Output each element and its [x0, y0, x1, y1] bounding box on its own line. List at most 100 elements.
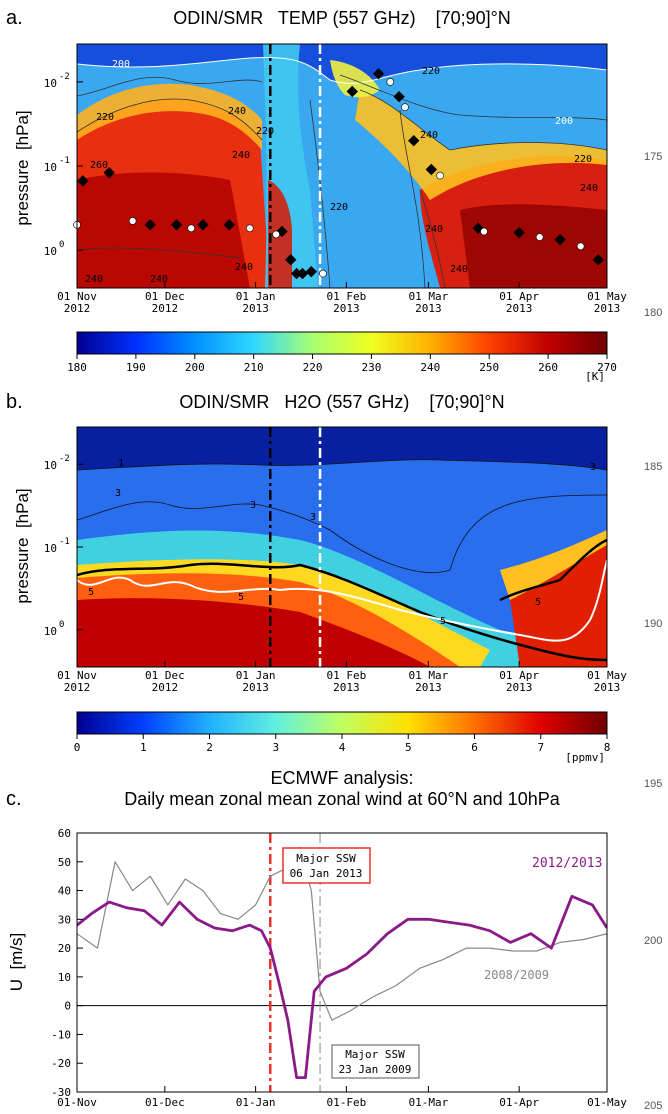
- colorbar-tick-label: 6: [471, 741, 478, 754]
- panel-label: b.: [6, 391, 23, 413]
- contour-label: 240: [228, 106, 246, 117]
- panel-subtitle: Daily mean zonal mean zonal wind at 60°N…: [124, 789, 560, 809]
- x-tick-year: 2013: [594, 302, 621, 315]
- stratopause-marker-filled: [144, 219, 156, 231]
- contour-label: 240: [580, 183, 598, 194]
- x-tick-label: 01 Nov: [57, 290, 97, 303]
- y-tick-label: 10: [44, 77, 57, 90]
- line-number: 185: [644, 461, 662, 473]
- colorbar-tick-label: 1: [140, 741, 147, 754]
- y-tick-exponent: -2: [59, 454, 70, 464]
- x-tick-label: 01-Nov: [57, 1096, 97, 1109]
- stratopause-marker-filled: [513, 226, 525, 239]
- x-tick-year: 2012: [152, 681, 179, 694]
- contour-label: 240: [425, 224, 443, 235]
- panel-title: ODIN/SMR H2O (557 GHz) [70;90]°N: [179, 392, 504, 412]
- stratopause-marker-filled: [197, 219, 209, 231]
- colorbar-gradient: [76, 711, 608, 735]
- wind-series: [77, 846, 607, 1079]
- x-tick-label: 01 Mar: [409, 290, 449, 303]
- y-tick-label: 20: [58, 942, 71, 955]
- stratopause-marker-open: [535, 233, 544, 241]
- stratopause-marker-open: [436, 171, 444, 180]
- heatmap-warm-right-outer: [355, 90, 607, 200]
- annotation-line: Major SSW: [296, 852, 356, 865]
- x-tick-label: 01-Feb: [327, 1096, 367, 1109]
- series-2012-2013: [77, 894, 607, 1079]
- panel-b: b. ODIN/SMR H2O (557 GHz) [70;90]°N 1 3 …: [6, 391, 627, 694]
- colorbar-tick-label: 5: [405, 741, 412, 754]
- annotation-ssw-2013: Major SSW 06 Jan 2013: [282, 847, 371, 884]
- y-tick-label: 0: [64, 1000, 71, 1013]
- y-tick-exponent: -2: [59, 72, 70, 82]
- ssw-lines: [269, 427, 322, 667]
- heatmap-green-band: [330, 60, 380, 98]
- y-tick-label: 50: [58, 856, 71, 869]
- temperature-heatmap: [77, 44, 607, 288]
- contour-220: [77, 76, 263, 97]
- contour-label: 240: [232, 150, 250, 161]
- colorbar-tick-label: 230: [362, 361, 382, 374]
- x-tick-label: 01 Feb: [327, 290, 367, 303]
- x-tick-label: 01 May: [587, 290, 627, 303]
- colorbar-tick-label: 260: [538, 361, 558, 374]
- x-tick-label: 01 May: [587, 669, 627, 682]
- x-tick-label: 01-Jan: [236, 1096, 276, 1109]
- x-tick-year: 2012: [152, 302, 179, 315]
- colorbar-tick-label: 200: [185, 361, 205, 374]
- x-tick-label: 01 Apr: [499, 290, 539, 303]
- x-tick-label: 01-Apr: [499, 1096, 539, 1109]
- line-number: 190: [644, 618, 662, 630]
- line-number: 180: [644, 307, 662, 319]
- x-tick-label: 01-Dec: [145, 1096, 185, 1109]
- heatmap-right-yellow: [500, 530, 607, 600]
- x-tick-year: 2013: [594, 681, 621, 694]
- stratopause-marker-filled: [223, 219, 235, 231]
- heatmap-warm-right-core: [460, 204, 607, 288]
- contour-5ppmv-right: [499, 538, 607, 602]
- colorbar-tick-label: 2: [206, 741, 213, 754]
- y-tick-label: 10: [58, 971, 71, 984]
- stratopause-marker-open: [187, 224, 195, 233]
- colorbar-unit: [K]: [585, 370, 605, 383]
- x-tick-year: 2012: [64, 302, 91, 315]
- contour-label: 5: [440, 616, 446, 627]
- y-tick-label: 40: [58, 885, 71, 898]
- x-tick-label: 01 Nov: [57, 669, 97, 682]
- annotation-line: Major SSW: [345, 1048, 405, 1061]
- stratopause-markers: [73, 68, 604, 280]
- colorbar-tick-label: 220: [303, 361, 323, 374]
- y-tick-label: -30: [51, 1086, 71, 1099]
- colorbar-gradient: [76, 331, 608, 355]
- x-tick-year: 2013: [242, 681, 269, 694]
- x-tick-label: 01 Dec: [145, 290, 185, 303]
- stratopause-marker-open: [576, 242, 585, 251]
- stratopause-marker-filled: [393, 90, 405, 103]
- contour-5ppmv: [77, 562, 607, 662]
- stratopause-marker-open: [401, 103, 409, 111]
- colorbar-tick-label: 270: [597, 361, 617, 374]
- line-number: 195: [644, 778, 662, 790]
- contour-label: 5: [535, 597, 541, 608]
- water-vapour-white-line: [77, 559, 607, 642]
- contour-240: [77, 98, 263, 141]
- annotation-line: 06 Jan 2013: [290, 867, 363, 880]
- y-tick-label: 10: [44, 245, 57, 258]
- contour-label: 1: [118, 458, 124, 469]
- legend-2008-2009: 2008/2009: [484, 968, 549, 982]
- x-tick-label: 01 Feb: [327, 669, 367, 682]
- contour-label: 220: [256, 126, 274, 137]
- x-ticks: 01-Nov 01-Dec 01-Jan 01-Feb 01-Mar 01-Apr 01-M…: [57, 1086, 627, 1109]
- contour-label: 220: [574, 154, 592, 165]
- x-tick-year: 2013: [506, 681, 533, 694]
- stratopause-marker-filled: [285, 254, 297, 266]
- colorbar-tick-label: 4: [339, 741, 346, 754]
- y-axis-label: U [m/s]: [7, 933, 26, 992]
- contour-labels: 1 3 3 3 3 5 5 5 5: [88, 458, 596, 627]
- heatmap-dark-top: [77, 427, 607, 470]
- colorbar-temperature: 180 190 200 210 220 230 240 250 260 270 [K]: [67, 331, 617, 383]
- x-tick-year: 2012: [64, 681, 91, 694]
- contour-220-right: [339, 74, 607, 121]
- annotation-line: 23 Jan 2009: [339, 1063, 412, 1076]
